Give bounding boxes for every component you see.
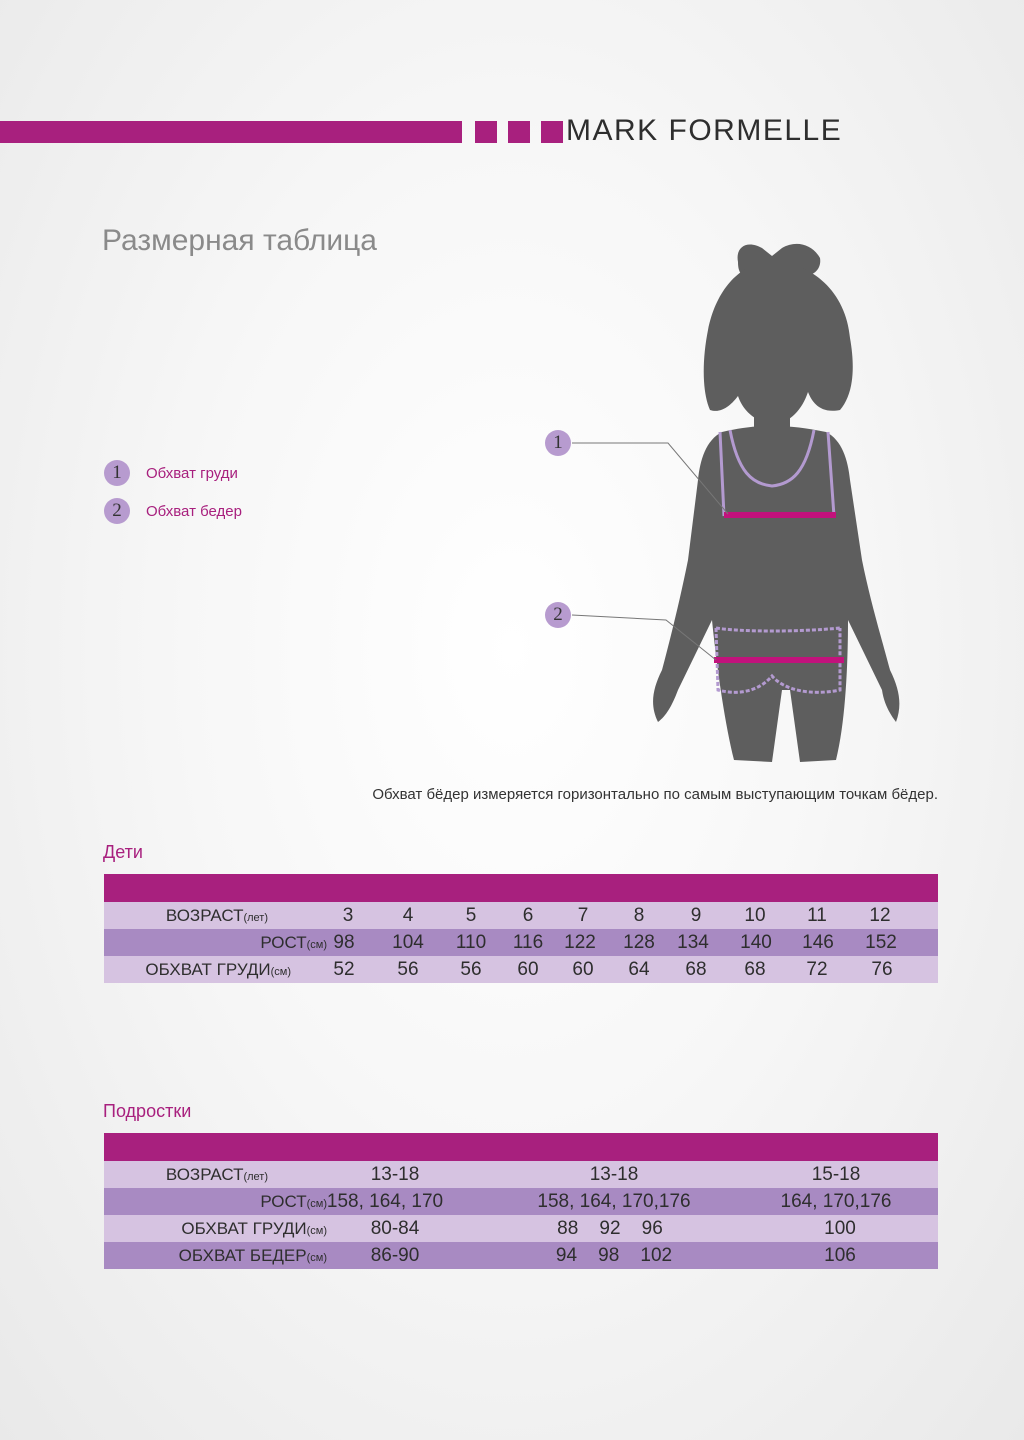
table-row: ВОЗРАСТ(лет) 13-18 13-18 15-18 [104,1161,938,1188]
row-label: РОСТ(см) [260,1192,327,1211]
table-cell: 68 [685,959,707,980]
row-label: ОБХВАТ ГРУДИ(см) [181,1219,327,1238]
marker-1-badge: 1 [104,460,130,486]
kids-section-title: Дети [103,842,143,862]
row-label: РОСТ(см) [260,933,327,952]
table-cell: 152 [865,932,897,953]
table-cell: 110 [455,932,487,953]
table-row: ОБХВАТ ГРУДИ(см) 80-84 88 92 96 100 [104,1215,938,1242]
table-cell: 164, 170,176 [780,1191,892,1212]
table-cell: 64 [628,959,650,980]
table-cell: 122 [564,932,596,953]
teens-size-table: ВОЗРАСТ(лет) 13-18 13-18 15-18 РОСТ(см) … [104,1133,938,1269]
table-cell: 72 [806,959,828,980]
table-cell: 104 [392,932,424,953]
table-cell: 6 [522,905,534,926]
table-cell: 8 [633,905,645,926]
table-cell: 158, 164, 170 [326,1191,444,1212]
brand-logo-text: MARK FORMELLE [566,114,843,147]
table-cell: 76 [871,959,893,980]
table-cell: 134 [677,932,709,953]
table-row: ВОЗРАСТ(лет) 3 4 5 6 7 8 9 10 11 12 [104,902,938,929]
table-cell: 140 [740,932,772,953]
table-cell: 60 [517,959,539,980]
legend-item-hips: 2 Обхват бедер [104,498,242,524]
table-cell: 146 [802,932,834,953]
table-cell: 68 [744,959,766,980]
table-cell: 7 [577,905,589,926]
kids-size-table: ВОЗРАСТ(лет) 3 4 5 6 7 8 9 10 11 12 РОСТ… [104,874,938,983]
legend-label: Обхват груди [146,464,238,482]
table-cell: 5 [465,905,477,926]
table-cell: 56 [460,959,482,980]
figure-marker-1: 1 [545,430,571,456]
figure-marker-2: 2 [545,602,571,628]
table-cell: 106 [824,1245,856,1266]
table-cell: 88 92 96 [557,1218,663,1239]
brand-square [508,121,530,143]
table-cell: 9 [690,905,702,926]
table-cell: 15-18 [811,1164,861,1185]
brand-square [475,121,497,143]
brand-square [541,121,563,143]
legend-item-chest: 1 Обхват груди [104,460,238,486]
table-cell: 86-90 [370,1245,420,1266]
brand-stripe [0,121,462,143]
table-cell: 56 [397,959,419,980]
table-cell: 116 [512,932,544,953]
table-cell: 11 [807,905,827,926]
row-label: ОБХВАТ ГРУДИ(см) [145,960,291,979]
table-cell: 128 [623,932,655,953]
measurement-note: Обхват бёдер измеряется горизонтально по… [372,786,938,803]
legend-label: Обхват бедер [146,502,242,520]
table-cell: 158, 164, 170,176 [537,1191,691,1212]
table-cell: 60 [572,959,594,980]
table-row: РОСТ(см) 158, 164, 170 158, 164, 170,176… [104,1188,938,1215]
table-cell: 80-84 [370,1218,420,1239]
table-cell: 13-18 [370,1164,420,1185]
table-cell: 52 [333,959,355,980]
table-row: ОБХВАТ БЕДЕР(см) 86-90 94 98 102 106 [104,1242,938,1269]
table-cell: 98 [333,932,355,953]
table-cell: 4 [402,905,414,926]
table-row: ОБХВАТ ГРУДИ(см) 52 56 56 60 60 64 68 68… [104,956,938,983]
table-cell: 94 98 102 [555,1245,673,1266]
table-row: РОСТ(см) 98 104 110 116 122 128 134 140 … [104,929,938,956]
girl-silhouette-icon [571,243,900,762]
row-label: ВОЗРАСТ(лет) [165,1165,268,1184]
page-title: Размерная таблица [102,224,377,257]
marker-2-badge: 2 [104,498,130,524]
table-cell: 12 [869,905,891,926]
table-header-bar [104,1133,938,1161]
table-header-bar [104,874,938,902]
table-cell: 10 [744,905,766,926]
table-cell: 13-18 [589,1164,639,1185]
table-cell: 3 [342,905,354,926]
row-label: ВОЗРАСТ(лет) [165,906,268,925]
table-cell: 100 [824,1218,856,1239]
row-label: ОБХВАТ БЕДЕР(см) [178,1246,327,1265]
teens-section-title: Подростки [103,1101,192,1121]
